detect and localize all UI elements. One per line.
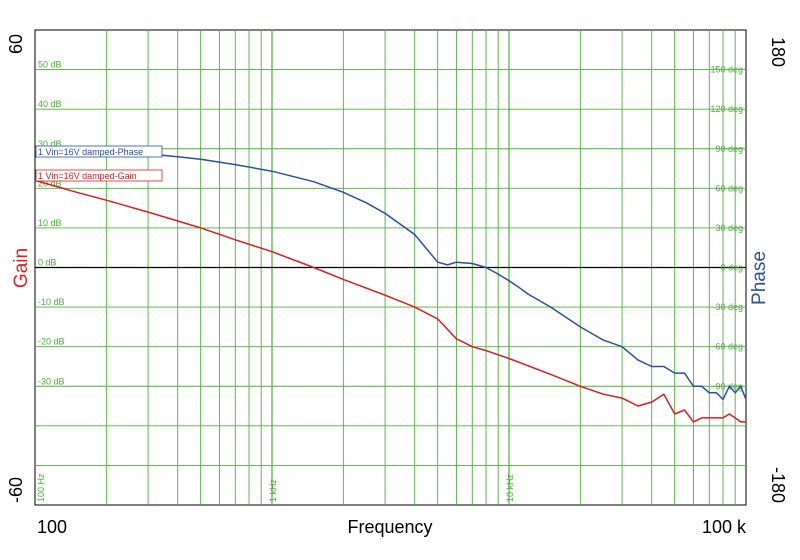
right-axis-min: -180 bbox=[768, 467, 788, 503]
right-tick-label: 60 deg bbox=[715, 183, 743, 193]
right-tick-label: -90 deg bbox=[712, 381, 743, 391]
phase-axis-title: Phase bbox=[749, 251, 770, 305]
left-tick-label: 10 dB bbox=[38, 218, 62, 228]
left-tick-label: -10 dB bbox=[38, 297, 65, 307]
legend-box bbox=[35, 145, 163, 158]
x-tick-label: 10 kHz bbox=[505, 473, 515, 502]
left-axis-min: -60 bbox=[6, 477, 26, 503]
gain-line bbox=[34, 179, 746, 423]
right-tick-label: 30 deg bbox=[715, 223, 743, 233]
x-axis-min: 100 bbox=[37, 517, 67, 537]
x-axis-title: Frequency bbox=[347, 517, 432, 537]
legend-entry: 1 Vin=16V damped-Gain bbox=[38, 171, 137, 181]
x-axis-max: 100 k bbox=[702, 517, 747, 537]
left-tick-label: 0 dB bbox=[38, 258, 57, 268]
x-tick-label: 100 Hz bbox=[36, 473, 46, 502]
tick-labels: 50 dB 40 dB 30 dB 20 dB 10 dB 0 dB -10 dB -20 d… bbox=[36, 60, 743, 502]
left-tick-label: -30 dB bbox=[38, 376, 65, 386]
series-lines bbox=[34, 149, 747, 423]
right-tick-label: -30 deg bbox=[712, 302, 743, 312]
left-axis-max: 60 bbox=[6, 34, 26, 54]
x-tick-label: 1 kHz bbox=[268, 478, 278, 502]
grid bbox=[35, 30, 746, 505]
gain-axis-title: Gain bbox=[11, 248, 32, 288]
legend-box bbox=[35, 169, 163, 182]
legend-entry: 1 Vin=16V damped-Phase bbox=[38, 147, 143, 157]
right-tick-label: 120 deg bbox=[710, 104, 743, 114]
left-tick-label: 20 dB bbox=[38, 178, 62, 188]
right-tick-label: 90 deg bbox=[715, 144, 743, 154]
left-tick-label: 40 dB bbox=[38, 99, 62, 109]
right-axis-max: 180 bbox=[768, 37, 788, 67]
right-tick-label: 0 deg bbox=[720, 263, 743, 273]
right-tick-label: 150 deg bbox=[710, 65, 743, 75]
left-tick-label: -20 dB bbox=[38, 337, 65, 347]
outer-axis-labels: 60 -60 Gain 180 -180 Phase 100 100 k Frequency bbox=[6, 34, 788, 537]
left-tick-label: 30 dB bbox=[38, 139, 62, 149]
legend: 1 Vin=16V damped-Phase 1 Vin=16V damped-G… bbox=[35, 145, 163, 182]
right-tick-label: -60 deg bbox=[712, 342, 743, 352]
phase-line bbox=[34, 149, 747, 401]
left-tick-label: 50 dB bbox=[38, 60, 62, 70]
